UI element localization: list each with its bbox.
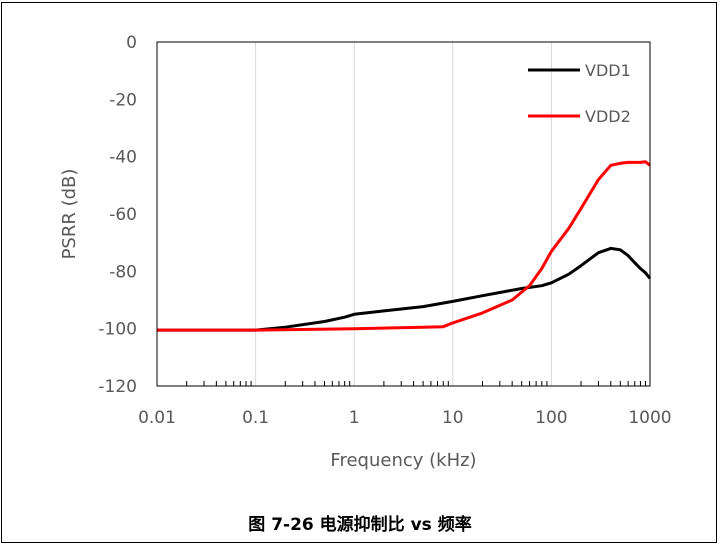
y-axis-title: PSRR (dB) [59, 169, 80, 260]
x-tick-label: 1000 [628, 408, 671, 428]
y-tick-label: -100 [98, 320, 137, 340]
y-tick-label: -20 [109, 90, 137, 110]
x-tick-label: 1 [349, 408, 360, 428]
figure-caption: 图 7-26 电源抑制比 vs 频率 [248, 515, 472, 535]
y-tick-label: 0 [126, 33, 137, 53]
x-tick-label: 10 [442, 408, 464, 428]
x-tick-label: 0.01 [138, 408, 176, 428]
y-tick-labels: 0 -20 -40 -60 -80 -100 -120 [98, 33, 137, 397]
legend-label-vdd1: VDD1 [585, 61, 631, 80]
x-axis-title: Frequency (kHz) [330, 450, 476, 471]
x-tick-label: 0.1 [242, 408, 269, 428]
x-tick-label: 100 [535, 408, 567, 428]
x-minor-ticks [186, 381, 646, 386]
y-tick-label: -80 [109, 262, 137, 282]
y-tick-label: -60 [109, 205, 137, 225]
psrr-chart: 0-20-40-60-80-100-120 0.01 0.1 1 10 100 1000 … [59, 33, 672, 471]
legend: VDD1 VDD2 [528, 61, 631, 126]
legend-label-vdd2: VDD2 [585, 107, 631, 126]
y-tick-label: -40 [109, 148, 137, 168]
x-tick-labels: 0.01 0.1 1 10 100 1000 [138, 408, 672, 428]
series-lines [157, 160, 652, 332]
y-tick-label: -120 [98, 377, 137, 397]
series-line-vdd1 [157, 246, 652, 332]
plot-area-border [156, 41, 651, 387]
series-line-vdd2 [157, 160, 651, 332]
